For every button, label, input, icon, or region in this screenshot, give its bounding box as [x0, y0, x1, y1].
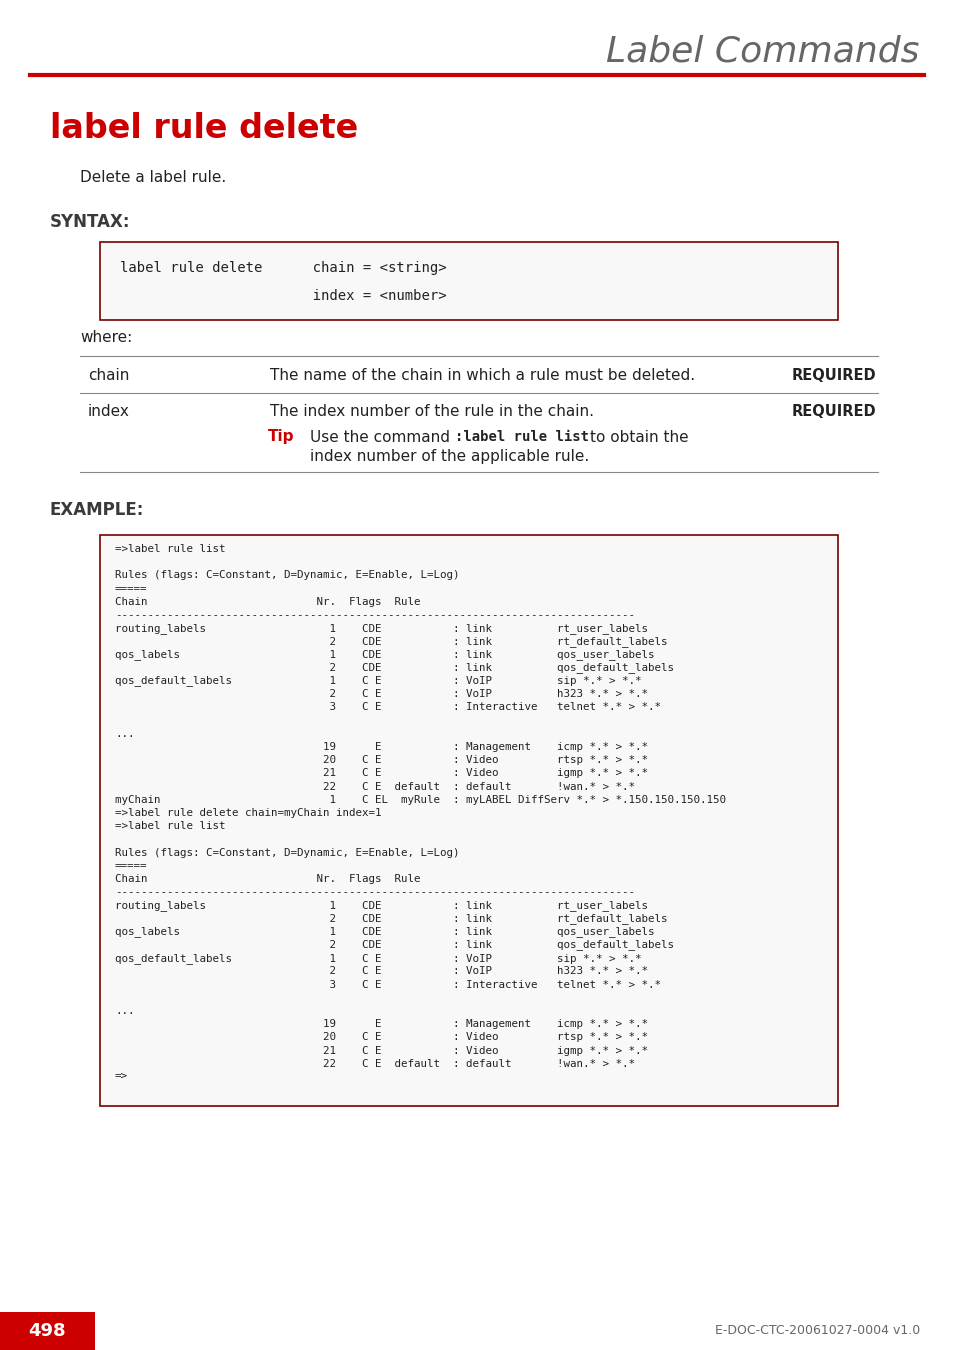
Bar	[0, 1312, 95, 1350]
Text: E-DOC-CTC-20061027-0004 v1.0: E-DOC-CTC-20061027-0004 v1.0	[714, 1324, 919, 1338]
Text: SYNTAX:: SYNTAX:	[50, 213, 131, 231]
Text: Chain                          Nr.  Flags  Rule: Chain Nr. Flags Rule	[115, 873, 420, 884]
Text: --------------------------------------------------------------------------------: ----------------------------------------…	[115, 887, 635, 898]
Text: qos_labels                       1    CDE           : link          qos_user_lab: qos_labels 1 CDE : link qos_user_lab	[115, 926, 654, 937]
Text: index number of the applicable rule.: index number of the applicable rule.	[310, 450, 589, 464]
Text: 2    CDE           : link          qos_default_labels: 2 CDE : link qos_default_labels	[115, 663, 673, 674]
Text: 22    C E  default  : default       !wan.* > *.*: 22 C E default : default !wan.* > *.*	[115, 782, 635, 791]
Text: qos_labels                       1    CDE           : link          qos_user_lab: qos_labels 1 CDE : link qos_user_lab	[115, 649, 654, 660]
Text: routing_labels                   1    CDE           : link          rt_user_labe: routing_labels 1 CDE : link rt_user_labe	[115, 622, 647, 633]
Text: 2    C E           : VoIP          h323 *.* > *.*: 2 C E : VoIP h323 *.* > *.*	[115, 967, 647, 976]
Text: REQUIRED: REQUIRED	[791, 405, 875, 420]
Text: 2    C E           : VoIP          h323 *.* > *.*: 2 C E : VoIP h323 *.* > *.*	[115, 690, 647, 699]
Text: Use the command: Use the command	[310, 429, 455, 444]
Text: ...: ...	[115, 729, 134, 738]
Text: 20    C E           : Video         rtsp *.* > *.*: 20 C E : Video rtsp *.* > *.*	[115, 755, 647, 765]
Text: Rules (flags: C=Constant, D=Dynamic, E=Enable, L=Log): Rules (flags: C=Constant, D=Dynamic, E=E…	[115, 571, 459, 580]
Text: 19      E           : Management    icmp *.* > *.*: 19 E : Management icmp *.* > *.*	[115, 1019, 647, 1029]
Text: REQUIRED: REQUIRED	[791, 367, 875, 382]
Text: routing_labels                   1    CDE           : link          rt_user_labe: routing_labels 1 CDE : link rt_user_labe	[115, 900, 647, 911]
Text: =>: =>	[115, 1072, 128, 1081]
Text: :label rule list: :label rule list	[455, 431, 588, 444]
Text: index: index	[88, 405, 130, 420]
Text: qos_default_labels               1    C E           : VoIP          sip *.* > *.: qos_default_labels 1 C E : VoIP sip *.* …	[115, 675, 640, 686]
Text: 2    CDE           : link          rt_default_labels: 2 CDE : link rt_default_labels	[115, 636, 667, 647]
Text: Rules (flags: C=Constant, D=Dynamic, E=Enable, L=Log): Rules (flags: C=Constant, D=Dynamic, E=E…	[115, 848, 459, 857]
Text: qos_default_labels               1    C E           : VoIP          sip *.* > *.: qos_default_labels 1 C E : VoIP sip *.* …	[115, 953, 640, 964]
Text: =>label rule list: =>label rule list	[115, 821, 225, 832]
Text: label rule delete: label rule delete	[50, 112, 358, 144]
Text: 21    C E           : Video         igmp *.* > *.*: 21 C E : Video igmp *.* > *.*	[115, 768, 647, 779]
Text: EXAMPLE:: EXAMPLE:	[50, 501, 144, 518]
Text: 20    C E           : Video         rtsp *.* > *.*: 20 C E : Video rtsp *.* > *.*	[115, 1033, 647, 1042]
Text: 22    C E  default  : default       !wan.* > *.*: 22 C E default : default !wan.* > *.*	[115, 1058, 635, 1069]
Text: myChain                          1    C EL  myRule  : myLABEL DiffServ *.* > *.1: myChain 1 C EL myRule : myLABEL DiffServ…	[115, 795, 725, 805]
Text: where:: where:	[80, 331, 132, 346]
Text: 3    C E           : Interactive   telnet *.* > *.*: 3 C E : Interactive telnet *.* > *.*	[115, 702, 660, 713]
Text: =>label rule list: =>label rule list	[115, 544, 225, 554]
Text: --------------------------------------------------------------------------------: ----------------------------------------…	[115, 610, 635, 620]
Text: label rule delete      chain = <string>: label rule delete chain = <string>	[120, 261, 446, 275]
Text: =====: =====	[115, 861, 148, 871]
Text: The name of the chain in which a rule must be deleted.: The name of the chain in which a rule mu…	[270, 367, 695, 382]
Text: =====: =====	[115, 583, 148, 594]
Text: Tip: Tip	[268, 429, 294, 444]
Text: index = <number>: index = <number>	[120, 289, 446, 302]
Text: Chain                          Nr.  Flags  Rule: Chain Nr. Flags Rule	[115, 597, 420, 606]
Bar	[100, 535, 837, 1106]
Text: 19      E           : Management    icmp *.* > *.*: 19 E : Management icmp *.* > *.*	[115, 743, 647, 752]
Text: 21    C E           : Video         igmp *.* > *.*: 21 C E : Video igmp *.* > *.*	[115, 1046, 647, 1056]
Text: 2    CDE           : link          rt_default_labels: 2 CDE : link rt_default_labels	[115, 913, 667, 923]
Text: 2    CDE           : link          qos_default_labels: 2 CDE : link qos_default_labels	[115, 940, 673, 950]
Text: =>label rule delete chain=myChain index=1: =>label rule delete chain=myChain index=…	[115, 809, 381, 818]
Bar	[100, 242, 837, 320]
Text: 3    C E           : Interactive   telnet *.* > *.*: 3 C E : Interactive telnet *.* > *.*	[115, 980, 660, 990]
Text: The index number of the rule in the chain.: The index number of the rule in the chai…	[270, 405, 594, 420]
Text: chain: chain	[88, 367, 130, 382]
Text: Label Commands: Label Commands	[606, 35, 919, 69]
Text: 498: 498	[29, 1322, 66, 1341]
Text: to obtain the: to obtain the	[589, 429, 688, 444]
Text: ...: ...	[115, 1006, 134, 1017]
Text: Delete a label rule.: Delete a label rule.	[80, 170, 226, 185]
